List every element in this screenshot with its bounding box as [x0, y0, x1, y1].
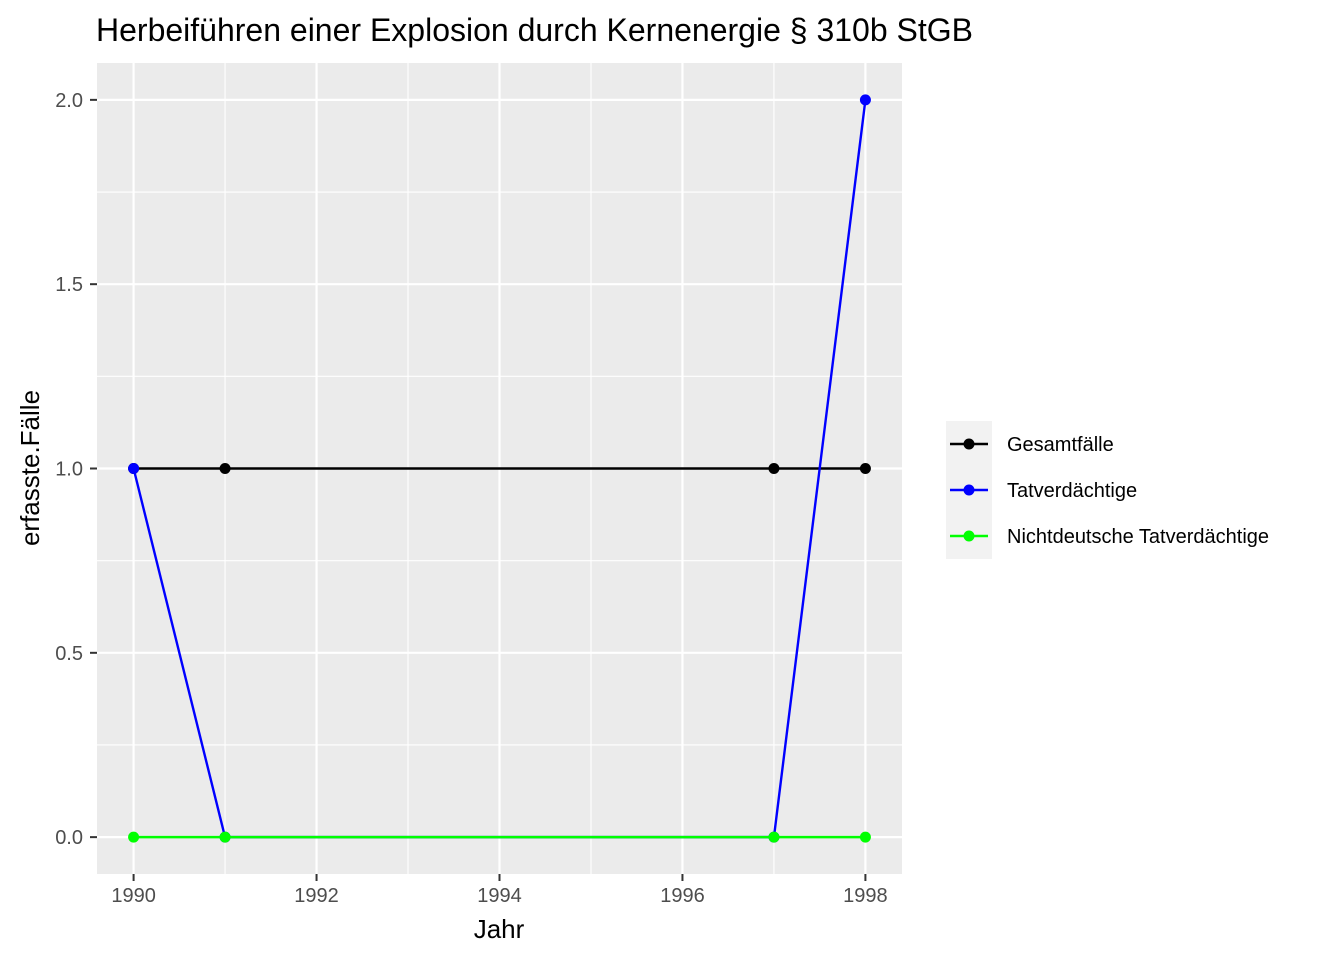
legend-item: Tatverdächtige — [950, 480, 1137, 502]
legend-key-point — [963, 530, 975, 542]
legend-label: Nichtdeutsche Tatverdächtige — [1007, 526, 1269, 548]
legend-item: Gesamtfälle — [950, 434, 1114, 456]
y-tick-label: 0.0 — [55, 827, 83, 849]
data-point — [128, 463, 140, 474]
y-tick-label: 1.5 — [55, 274, 83, 296]
data-point — [859, 94, 871, 106]
y-tick-label: 2.0 — [55, 90, 83, 112]
legend-item: Nichtdeutsche Tatverdächtige — [950, 526, 1269, 548]
x-axis: 1990 1992 1994 1996 1998 — [111, 874, 888, 907]
data-point — [219, 831, 231, 843]
x-tick-label: 1994 — [477, 885, 522, 907]
data-point — [768, 831, 780, 843]
legend-label: Gesamtfälle — [1007, 434, 1114, 456]
x-tick-label: 1998 — [843, 885, 888, 907]
legend-key-point — [963, 438, 975, 450]
series-3 — [128, 831, 871, 843]
data-point — [128, 831, 140, 843]
y-axis-title: erfasste.Fälle — [15, 390, 45, 546]
y-axis: 0.0 0.5 1.0 1.5 2.0 — [55, 90, 97, 849]
legend-key-point — [963, 484, 975, 496]
x-tick-label: 1992 — [294, 885, 339, 907]
data-point — [219, 463, 231, 474]
series-layer — [128, 94, 871, 843]
chart-title: Herbeiführen einer Explosion durch Kerne… — [96, 12, 973, 48]
y-tick-label: 0.5 — [55, 643, 83, 665]
x-tick-label: 1996 — [660, 885, 705, 907]
legend: Gesamtfälle Tatverdächtige Nichtdeutsche T… — [946, 421, 1269, 559]
data-point — [859, 463, 871, 474]
y-tick-label: 1.0 — [55, 459, 83, 481]
legend-label: Tatverdächtige — [1007, 480, 1137, 502]
data-point — [768, 463, 780, 474]
x-axis-title: Jahr — [474, 914, 525, 944]
data-point — [859, 831, 871, 843]
x-tick-label: 1990 — [111, 885, 156, 907]
